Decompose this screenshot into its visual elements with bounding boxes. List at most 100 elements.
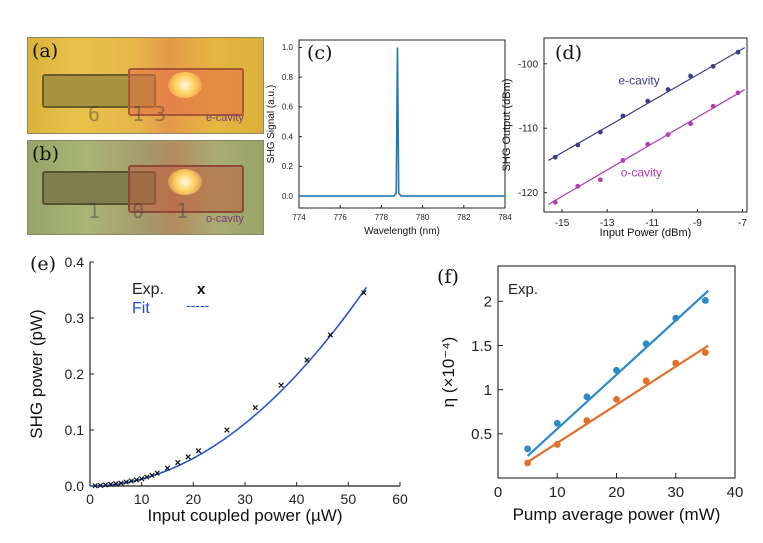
data-point-e-cavity [688,73,694,79]
data-point-series-2 [524,459,532,467]
photo-e-cavity: 6 13 (a) e-cavity [27,37,264,134]
cavity-label-o: o-cavity [206,213,244,225]
panel-label-e: (e) [30,253,57,275]
data-point-e-cavity [735,49,741,55]
data-point-exp [327,332,333,338]
y-tick-label: 0.2 [282,162,294,171]
chart-e-shg-power: 0 10 20 30 40 50 60 0.0 0.1 0.2 0.3 0.4 Input couple… [27,254,408,525]
cavity-label-e: e-cavity [206,112,244,124]
data-point-exp [128,478,135,484]
photo-o-cavity: 1 0 1 (b) o-cavity [27,140,264,235]
legend-label-exp: Exp. [132,281,164,298]
y-tick-label: 0.3 [65,310,85,326]
data-point-series-2 [553,441,561,448]
glow-spot [168,72,202,98]
data-point-e-cavity [710,63,716,69]
x-tick-label: 780 [416,213,430,222]
data-point-exp [154,470,160,476]
y-tick-label: 0.2 [65,366,85,382]
etched-mark: 1 0 1 [88,199,199,223]
data-point-e-cavity [575,142,581,148]
data-point-series-2 [583,417,591,424]
data-point-series-2 [701,349,709,356]
x-tick-label: 20 [608,484,625,501]
panel-label-f: (f) [437,266,459,288]
legend-symbol-exp: x [197,281,206,298]
y-tick-label: 0.1 [65,422,85,438]
x-tick-label: 774 [292,213,306,222]
x-tick-label: 776 [334,213,348,222]
data-point-exp [195,447,202,454]
data-point-o-cavity [552,199,558,205]
data-point-exp [102,482,109,488]
x-tick-label: 60 [392,491,408,507]
x-tick-label: 778 [375,213,389,222]
plot-frame [298,39,506,209]
y-tick-label: 0.4 [65,254,85,270]
y-tick-label: 1 [484,382,492,399]
y-axis-label: SHG power (pW) [27,309,46,438]
x-tick-label: 30 [667,484,684,501]
y-tick-label: 0.4 [282,132,294,141]
x-tick-label: 10 [549,484,566,501]
data-point-exp [252,404,259,411]
x-tick-label: -11 [645,218,659,229]
chart-f-efficiency: 0 10 20 30 40 0.5 1 1.5 2 Pump average power (mW)… [439,265,744,524]
y-tick-label: -110 [519,124,539,135]
data-point-exp [278,382,284,388]
data-point-series-2 [642,377,650,385]
series-label-e-cavity: e-cavity [618,73,659,87]
data-point-series-1 [553,419,561,427]
x-tick-label: -7 [738,218,747,229]
data-point-e-cavity [597,129,603,135]
data-point-e-cavity [645,98,651,104]
data-point-exp [304,357,310,363]
data-point-o-cavity [597,177,603,183]
data-point-exp [185,454,191,460]
panel-label-a: (a) [32,40,59,62]
data-point-o-cavity [665,132,671,138]
y-tick-label: -100 [518,59,538,70]
y-tick-label: -120 [518,188,538,199]
x-tick-label: -13 [600,218,615,229]
data-point-exp [133,477,140,483]
data-point-o-cavity [620,158,626,163]
x-tick-label: 782 [457,213,471,222]
y-axis-label: η (×10⁻⁴) [439,337,458,408]
spectrum-line [299,47,505,197]
data-point-exp [92,482,98,489]
data-point-o-cavity [575,183,581,189]
x-tick-label: 0 [494,484,502,501]
legend-label-fit: Fit [132,300,150,317]
data-point-exp [164,465,171,471]
x-axis-label: Pump average power (mW) [513,505,721,524]
glow-spot [168,169,202,195]
data-point-exp [113,481,119,487]
data-point-series-2 [613,395,620,403]
y-tick-label: 0.0 [282,192,294,201]
y-axis-label: SHG Signal (a.u.) [266,85,277,163]
chart-c-spectrum: 774 776 778 780 782 784 0.0 0.2 0.4 0.6 0.8 1.0 Wave… [266,39,512,237]
series-label-o-cavity: o-cavity [621,166,662,180]
x-tick-label: 784 [498,213,512,222]
data-point-exp [224,427,230,433]
data-point-series-1 [583,393,591,401]
x-tick-label: 50 [341,491,357,507]
x-tick-label: 0 [86,491,94,507]
data-point-exp [361,290,367,296]
x-tick-label: 30 [237,491,253,507]
legend-symbol-fit: ----- [186,297,210,313]
x-tick-label: 10 [134,491,150,507]
data-point-exp [118,480,124,486]
data-point-exp [97,482,104,489]
x-tick-label: 40 [727,484,744,501]
data-point-o-cavity [688,121,694,127]
panel-label-c: (c) [307,42,333,64]
data-point-exp [123,479,129,485]
data-point-exp [138,475,145,482]
x-tick-label: 20 [186,491,202,507]
fit-line-o-cavity [548,89,746,205]
data-point-exp [144,474,150,480]
y-tick-label: 0.0 [65,478,85,494]
y-axis-label: SHG Output (dBm) [502,79,513,172]
